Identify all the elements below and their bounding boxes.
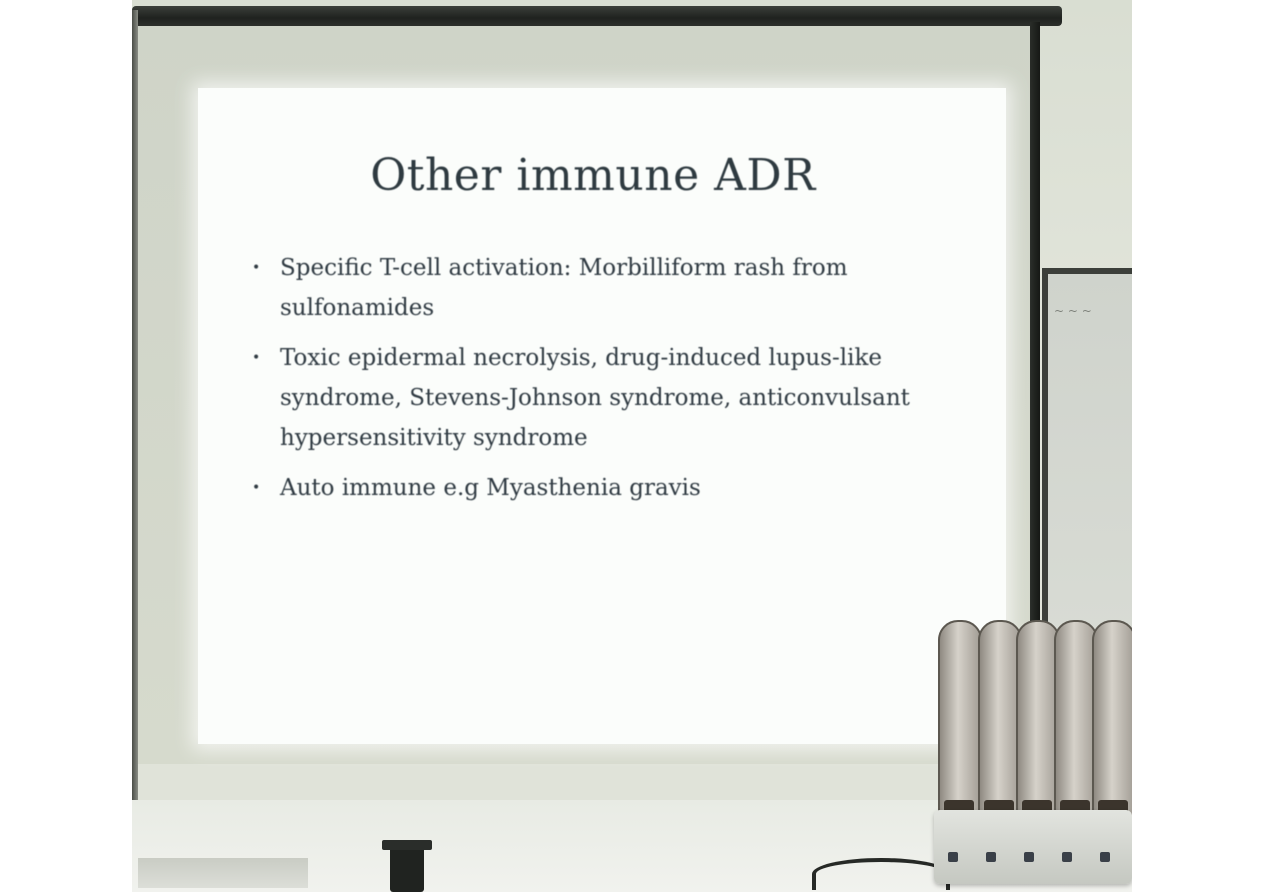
projection-screen-left-edge — [132, 10, 138, 870]
dock-indicator-icon — [948, 852, 958, 862]
charging-dock-slot — [1092, 620, 1132, 820]
dock-indicator-icon — [1062, 852, 1072, 862]
whiteboard-writing: ~ ~ ~ — [1054, 304, 1092, 318]
power-cable — [812, 858, 950, 890]
slide-title: Other immune ADR — [370, 150, 816, 201]
charging-dock-slot — [978, 620, 1022, 820]
projection-screen-right-edge — [1030, 22, 1040, 622]
slide-bullet-item: Specific T-cell activation: Morbilliform… — [252, 248, 932, 328]
slide-bullet-item: Auto immune e.g Myasthenia gravis — [252, 468, 932, 508]
dock-indicator-icon — [986, 852, 996, 862]
desk-shelf — [138, 858, 308, 888]
charging-dock-slot — [938, 620, 982, 820]
dock-indicator-icon — [1100, 852, 1110, 862]
microphone-stand — [382, 840, 432, 892]
classroom-wall: ~ ~ ~ Other immune ADR Specific T-cell a… — [132, 0, 1132, 892]
projected-slide: Other immune ADR Specific T-cell activat… — [198, 88, 1006, 744]
slide-bullet-list: Specific T-cell activation: Morbilliform… — [252, 248, 932, 518]
charging-dock-base — [934, 810, 1132, 884]
dock-indicator-icon — [1024, 852, 1034, 862]
whiteboard: ~ ~ ~ — [1042, 268, 1132, 634]
projection-screen-top-bar — [132, 6, 1062, 26]
slide-bullet-item: Toxic epidermal necrolysis, drug-induced… — [252, 338, 932, 458]
